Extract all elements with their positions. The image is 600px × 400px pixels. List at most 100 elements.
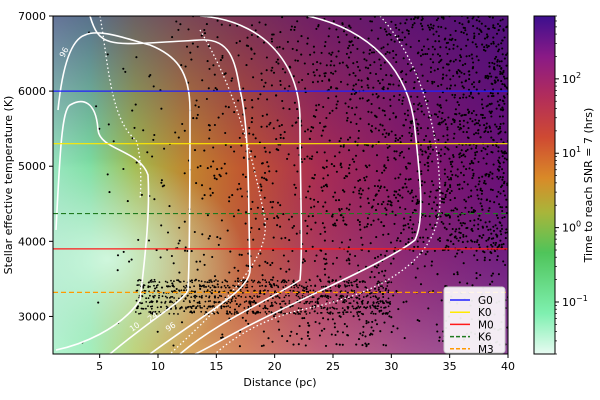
star-point — [378, 297, 380, 299]
star-point — [203, 28, 206, 32]
star-point — [484, 49, 487, 52]
star-point — [444, 146, 447, 149]
star-point — [383, 28, 386, 31]
star-point — [383, 169, 386, 172]
star-point — [339, 315, 342, 318]
star-point — [219, 175, 222, 178]
star-point — [487, 209, 490, 212]
star-point — [208, 279, 211, 282]
star-point — [265, 281, 268, 284]
star-point — [348, 297, 350, 300]
star-point — [501, 115, 504, 118]
star-point — [216, 168, 219, 171]
star-point — [390, 38, 393, 41]
star-point — [419, 54, 422, 57]
star-point — [238, 294, 240, 297]
star-point — [250, 57, 253, 60]
star-point — [493, 68, 496, 71]
star-point — [491, 61, 494, 64]
star-point — [481, 43, 484, 46]
star-point — [469, 162, 472, 165]
star-point — [358, 192, 361, 195]
star-point — [484, 221, 487, 224]
star-point — [288, 302, 291, 304]
star-point — [347, 149, 351, 152]
star-point — [210, 280, 213, 283]
star-point — [315, 27, 318, 30]
star-point — [320, 134, 323, 137]
star-point — [375, 323, 379, 326]
star-point — [269, 305, 272, 308]
star-point — [290, 330, 293, 333]
star-point — [496, 100, 499, 103]
star-point — [205, 97, 208, 101]
star-point — [393, 40, 396, 43]
star-point — [486, 245, 489, 248]
star-point — [325, 116, 328, 120]
star-point — [421, 150, 424, 153]
star-point — [136, 289, 139, 292]
star-point — [491, 92, 494, 95]
star-point — [428, 215, 431, 218]
star-point — [244, 107, 247, 110]
star-point — [296, 59, 299, 62]
star-point — [227, 305, 230, 307]
star-point — [495, 214, 498, 217]
star-point — [389, 83, 392, 86]
star-point — [300, 53, 303, 56]
star-point — [215, 301, 217, 304]
star-point — [312, 126, 315, 129]
star-point — [328, 52, 331, 55]
star-point — [324, 72, 327, 75]
star-point — [473, 133, 476, 136]
star-point — [349, 136, 352, 139]
star-point — [259, 281, 261, 284]
star-point — [348, 302, 351, 305]
star-point — [155, 249, 158, 252]
star-point — [276, 215, 279, 218]
y-tick-label: 3000 — [18, 310, 46, 323]
star-point — [173, 280, 175, 283]
star-point — [472, 96, 475, 99]
star-point — [244, 175, 247, 179]
star-point — [454, 58, 457, 61]
star-point — [370, 270, 373, 273]
star-point — [459, 152, 462, 155]
star-point — [331, 279, 334, 281]
star-point — [467, 20, 470, 23]
star-point — [437, 25, 440, 28]
star-point — [483, 124, 486, 127]
star-point — [137, 238, 140, 241]
star-point — [501, 216, 504, 219]
star-point — [499, 192, 502, 195]
star-point — [351, 44, 354, 47]
star-point — [430, 260, 434, 263]
star-point — [151, 311, 154, 314]
star-point — [228, 271, 231, 274]
star-point — [460, 161, 463, 164]
star-point — [207, 285, 210, 287]
star-point — [305, 250, 308, 253]
star-point — [368, 292, 372, 295]
star-point — [253, 279, 256, 282]
star-point — [351, 158, 354, 161]
star-point — [393, 194, 396, 197]
star-point — [323, 239, 326, 242]
star-point — [451, 160, 454, 163]
star-point — [458, 75, 461, 78]
star-point — [323, 257, 326, 260]
star-point — [279, 83, 282, 86]
star-point — [194, 279, 196, 282]
star-point — [308, 337, 311, 340]
star-point — [342, 219, 345, 222]
star-point — [497, 50, 500, 53]
star-point — [196, 301, 199, 304]
star-point — [415, 202, 418, 206]
star-point — [272, 297, 274, 300]
star-point — [497, 273, 500, 276]
star-point — [201, 307, 203, 309]
star-point — [367, 187, 370, 190]
star-point — [344, 102, 347, 105]
star-point — [153, 284, 155, 287]
star-point — [420, 170, 423, 173]
